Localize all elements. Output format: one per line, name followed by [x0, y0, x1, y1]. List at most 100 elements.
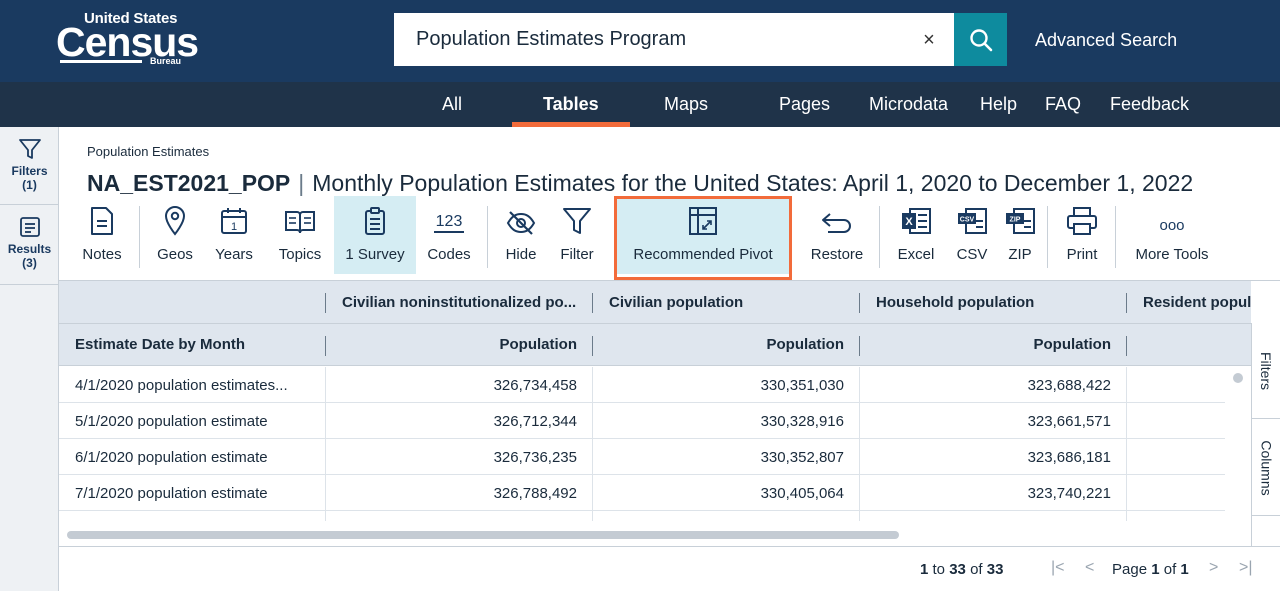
hide-button[interactable]: Hide [499, 196, 543, 274]
nav-faq[interactable]: FAQ [1045, 94, 1082, 114]
survey-button[interactable]: 1 Survey [334, 196, 416, 274]
notes-label: Notes [82, 246, 122, 263]
print-label: Print [1066, 246, 1098, 263]
more-tools-label: More Tools [1135, 246, 1209, 263]
geos-label: Geos [157, 246, 193, 263]
nav-feedback[interactable]: Feedback [1110, 94, 1190, 114]
columns-side-tab-label: Columns [1258, 439, 1275, 496]
nav-pages[interactable]: Pages [779, 94, 831, 114]
group-header-resident[interactable]: Resident popul [1143, 293, 1251, 311]
toolbar-divider [1115, 206, 1116, 268]
nav-microdata[interactable]: Microdata [869, 94, 949, 114]
column-separator [325, 336, 326, 356]
table-toolbar: Notes Geos 1 Years Topics 1 Survey 123 C… [59, 196, 1280, 280]
toolbar-divider [487, 206, 488, 268]
breadcrumb[interactable]: Population Estimates [87, 144, 210, 159]
filter-label: Filter [560, 246, 594, 263]
column-header-population[interactable]: Population [766, 336, 845, 353]
clear-search-button[interactable]: × [923, 29, 935, 51]
restore-button[interactable]: Restore [805, 196, 869, 274]
advanced-search-link[interactable]: Advanced Search [1035, 30, 1178, 50]
excel-button[interactable]: X Excel [891, 196, 941, 274]
cell-value: 323,688,422 [1027, 376, 1111, 394]
nav-all[interactable]: All [442, 94, 463, 114]
more-tools-button[interactable]: ooo More Tools [1127, 196, 1217, 274]
column-divider [1126, 367, 1127, 521]
search-input[interactable] [394, 13, 914, 66]
csv-icon: CSV [958, 208, 987, 234]
first-page-button[interactable]: |< [1051, 559, 1065, 576]
clipboard-icon [365, 207, 385, 235]
list-icon [19, 217, 40, 237]
nav-help[interactable]: Help [980, 94, 1018, 114]
divider [0, 204, 59, 205]
results-label: Results [7, 242, 52, 256]
printer-icon [1067, 207, 1097, 235]
row-label: 6/1/2020 population estimate [75, 448, 268, 466]
group-header-civilian-noninst[interactable]: Civilian noninstitutionalized po... [342, 293, 577, 311]
row-count-to: to [932, 561, 946, 578]
group-header-civilian[interactable]: Civilian population [609, 293, 744, 311]
active-tab-indicator [512, 122, 630, 127]
logo-census: Census [56, 19, 199, 65]
search-button[interactable] [954, 13, 1007, 66]
row-count-of: of [970, 561, 983, 578]
recommended-pivot-button[interactable]: Recommended Pivot [617, 196, 789, 274]
page-total: 1 [1180, 561, 1189, 578]
row-count-end: 33 [949, 561, 966, 578]
main-nav: All Tables Maps Pages Microdata Help FAQ… [0, 82, 1280, 127]
search-box: × [394, 13, 954, 66]
table-row[interactable]: 6/1/2020 population estimate 326,736,235… [59, 439, 1225, 475]
row-label: 5/1/2020 population estimate [75, 412, 268, 430]
topics-button[interactable]: Topics [271, 196, 329, 274]
row-header[interactable]: Estimate Date by Month [75, 336, 246, 353]
funnel-icon [18, 139, 41, 159]
excel-label: Excel [897, 246, 935, 263]
nav-tables[interactable]: Tables [543, 94, 599, 114]
column-header-population[interactable]: Population [499, 336, 578, 353]
table-row[interactable]: 5/1/2020 population estimate 326,712,344… [59, 403, 1225, 439]
results-panel-button[interactable]: Results (3) [0, 215, 59, 270]
last-page-button[interactable]: >| [1239, 559, 1253, 576]
zip-label: ZIP [1008, 246, 1032, 263]
zip-button[interactable]: ZIP ZIP [1001, 196, 1039, 274]
table-title: Monthly Population Estimates for the Uni… [312, 170, 1194, 196]
row-count: 1 to 33 of 33 [920, 561, 1003, 578]
toolbar-divider [139, 206, 140, 268]
geos-button[interactable]: Geos [151, 196, 199, 274]
years-button[interactable]: 1 Years [209, 196, 259, 274]
filter-button[interactable]: Filter [553, 196, 601, 274]
codes-button[interactable]: 123 Codes [423, 196, 475, 274]
table-row[interactable]: 4/1/2020 population estimates... 326,734… [59, 367, 1225, 403]
column-header-population[interactable]: Population [1033, 336, 1112, 353]
codes-icon-text: 123 [436, 213, 463, 230]
csv-button[interactable]: CSV CSV [949, 196, 995, 274]
cell-value: 323,661,571 [1027, 412, 1111, 430]
filters-panel-button[interactable]: Filters (1) [0, 137, 59, 192]
columns-side-tab[interactable]: Columns [1252, 420, 1280, 516]
horizontal-scrollbar[interactable] [67, 531, 1217, 539]
next-page-button[interactable]: > [1209, 559, 1219, 576]
horizontal-scrollbar-thumb[interactable] [67, 531, 899, 539]
toolbar-divider [1047, 206, 1048, 268]
cell-value: 330,351,030 [760, 376, 844, 394]
cell-value: 330,352,807 [760, 448, 844, 466]
book-icon [285, 211, 315, 234]
excel-icon-text: X [905, 216, 913, 228]
group-header-row: Civilian noninstitutionalized po... Civi… [59, 281, 1251, 324]
logo-united-states: United States [84, 10, 178, 27]
notes-button[interactable]: Notes [73, 196, 131, 274]
cell-value: 330,405,064 [760, 484, 844, 502]
vertical-scrollbar-thumb[interactable] [1233, 373, 1243, 383]
previous-page-button[interactable]: < [1085, 559, 1095, 576]
funnel-icon [563, 208, 591, 234]
column-divider [325, 367, 326, 521]
print-button[interactable]: Print [1059, 196, 1105, 274]
nav-maps[interactable]: Maps [664, 94, 709, 114]
column-divider [859, 367, 860, 521]
table-row[interactable]: 7/1/2020 population estimate 326,788,492… [59, 475, 1225, 511]
group-header-household[interactable]: Household population [876, 293, 1035, 311]
column-separator [592, 293, 593, 313]
logo-bureau: Bureau [150, 56, 182, 66]
filters-side-tab[interactable]: Filters [1252, 323, 1280, 419]
